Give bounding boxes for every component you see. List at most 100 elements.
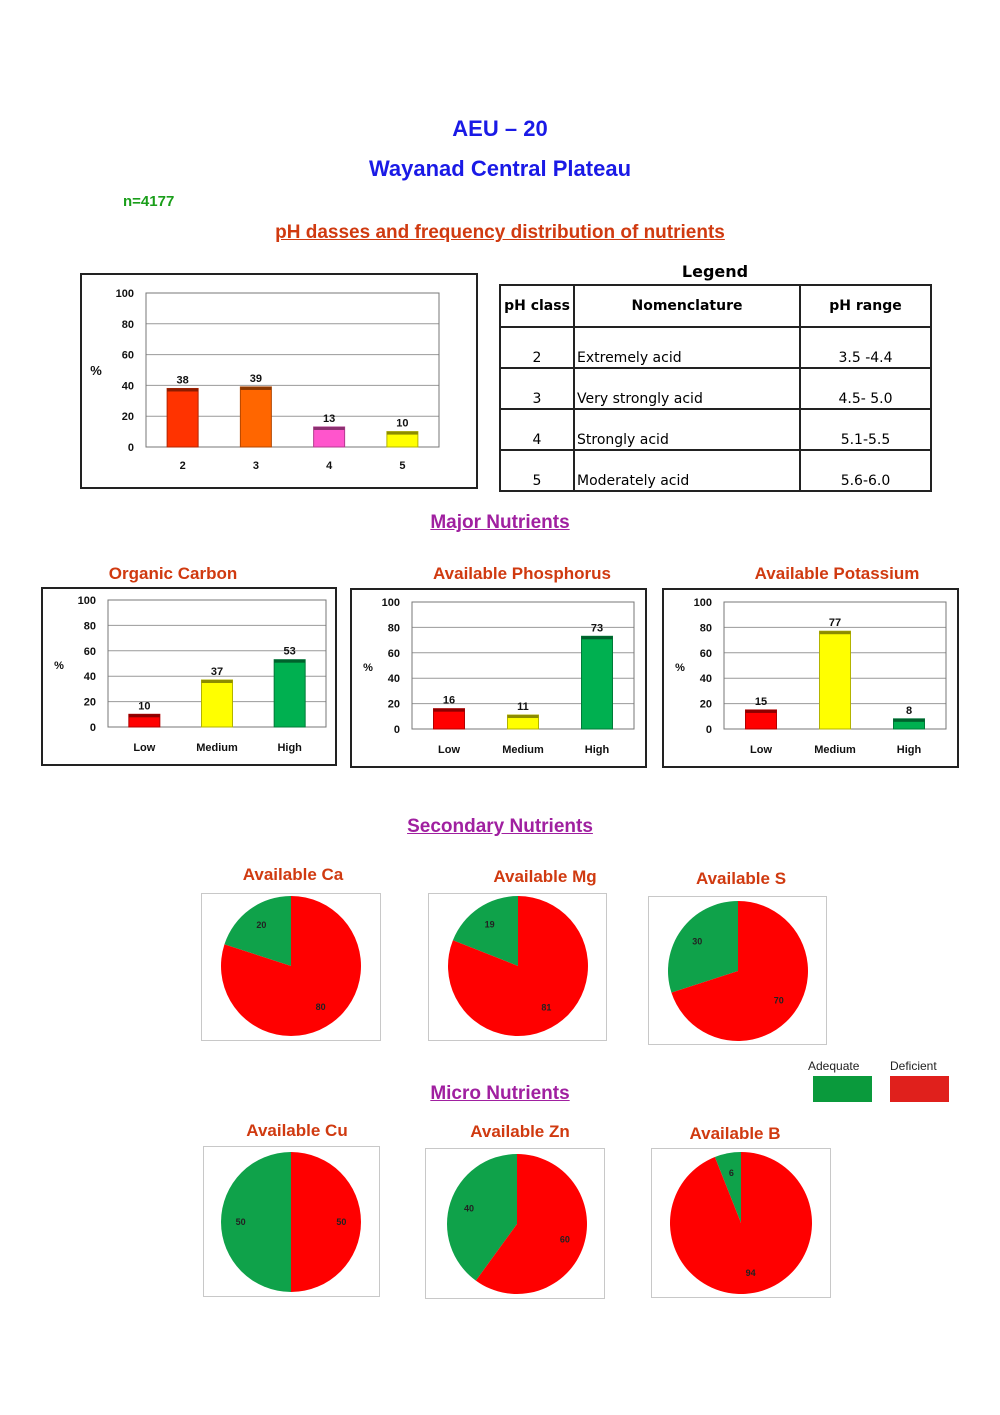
data-label: 53 <box>284 646 296 658</box>
y-tick-label: 20 <box>700 699 712 711</box>
legend-row: 4 Strongly acid 5.1-5.5 <box>499 408 932 451</box>
pie-slice-adequate <box>224 896 291 966</box>
y-tick-label: 60 <box>700 648 712 660</box>
y-tick-label: 80 <box>388 622 400 634</box>
y-tick-label: 80 <box>700 622 712 634</box>
pie-data-label: 50 <box>236 1217 246 1227</box>
x-tick-label: 3 <box>253 460 259 472</box>
bar-top-edge <box>433 708 465 712</box>
pie-slice-deficient <box>448 896 588 1036</box>
legend-cell-name: Very strongly acid <box>573 367 801 410</box>
legend-col-ph-range: pH range <box>799 284 932 328</box>
sample-count: n=4177 <box>123 193 175 210</box>
bar-top-edge <box>386 431 418 435</box>
bar-top-edge <box>201 680 233 684</box>
x-tick-label: Medium <box>502 744 544 756</box>
data-label: 38 <box>177 374 189 386</box>
ph-legend-table: pH class Nomenclature pH range 2 Extreme… <box>499 284 932 492</box>
b-pie-chart: 6 94 <box>670 1152 812 1294</box>
page-title: AEU – 20 <box>452 116 548 141</box>
x-tick-label: Low <box>133 742 155 754</box>
data-label: 77 <box>829 617 841 629</box>
pie-data-label: 6 <box>729 1168 734 1178</box>
legend-cell-name: Moderately acid <box>573 449 801 492</box>
potassium-bar-chart: 0 20 40 60 80 100% 15 Low 77 Medium 8 High <box>675 597 947 756</box>
y-tick-label: 0 <box>394 724 400 736</box>
pie-data-label: 70 <box>774 996 784 1006</box>
x-tick-label: Medium <box>814 744 856 756</box>
potassium-title: Available Potassium <box>754 564 920 583</box>
data-label: 10 <box>138 700 150 712</box>
y-tick-label: 100 <box>116 288 134 300</box>
pie-data-label: 60 <box>560 1235 570 1245</box>
bar-top-edge <box>819 631 851 635</box>
organic-carbon-bar-chart: 0 20 40 60 80 100% 10 Low 37 Medium 53 High <box>54 595 327 754</box>
legend-row: 3 Very strongly acid 4.5- 5.0 <box>499 367 932 410</box>
y-axis-label: % <box>675 662 685 674</box>
ca-title: Available Ca <box>242 865 344 884</box>
legend-cell-class: 5 <box>499 449 575 492</box>
bar-top-edge <box>167 388 199 392</box>
bar-top-edge <box>274 659 306 663</box>
y-tick-label: 40 <box>122 380 134 392</box>
y-tick-label: 40 <box>388 673 400 685</box>
data-label: 39 <box>250 373 262 385</box>
y-tick-label: 100 <box>694 597 712 609</box>
x-tick-label: 2 <box>180 460 186 472</box>
ph-section-heading: pH dasses and frequency distribution of … <box>275 222 725 243</box>
y-tick-label: 60 <box>122 350 134 362</box>
legend-cell-class: 3 <box>499 367 575 410</box>
y-tick-label: 60 <box>84 646 96 658</box>
s-title: Available S <box>695 869 787 888</box>
data-label: 13 <box>323 413 335 425</box>
y-axis-label: % <box>363 662 373 674</box>
y-axis-label: % <box>54 660 64 672</box>
data-label: 11 <box>517 701 529 713</box>
zn-pie-box: 40 60 <box>425 1148 605 1299</box>
pie-data-label: 20 <box>256 920 266 930</box>
pie-data-label: 81 <box>541 1003 551 1013</box>
legend-header-row: pH class Nomenclature pH range <box>499 284 932 328</box>
b-pie-box: 6 94 <box>651 1148 831 1298</box>
page-subtitle: Wayanad Central Plateau <box>368 156 632 181</box>
s-pie-box: 30 70 <box>648 896 827 1045</box>
pie-slice-adequate <box>447 1154 517 1281</box>
zn-title: Available Zn <box>470 1122 570 1141</box>
phosphorus-bar-chart: 0 20 40 60 80 100% 16 Low 11 Medium 73 High <box>363 597 635 756</box>
ca-pie-box: 20 80 <box>201 893 381 1041</box>
bar-top-edge <box>745 709 777 713</box>
legend-cell-name: Extremely acid <box>573 326 801 369</box>
bar-top-edge <box>240 386 272 390</box>
cu-pie-box: 50 50 <box>203 1146 380 1297</box>
legend-title: Legend <box>681 262 749 281</box>
secondary-nutrients-heading: Secondary Nutrients <box>407 816 593 837</box>
y-tick-label: 0 <box>706 724 712 736</box>
y-tick-label: 20 <box>122 411 134 423</box>
pie-data-label: 94 <box>746 1268 756 1278</box>
pie-slice-adequate <box>221 1152 291 1292</box>
pie-slice-adequate <box>668 901 738 993</box>
legend-cell-range: 5.6-6.0 <box>799 449 932 492</box>
x-tick-label: High <box>585 744 610 756</box>
bar <box>313 426 346 448</box>
b-title: Available B <box>689 1124 781 1143</box>
adequate-key-swatch <box>813 1076 872 1102</box>
pie-data-label: 50 <box>336 1217 346 1227</box>
legend-cell-name: Strongly acid <box>573 408 801 451</box>
pie-slice-deficient <box>475 1154 587 1294</box>
x-tick-label: Medium <box>196 742 238 754</box>
y-tick-label: 60 <box>388 648 400 660</box>
bar-top-edge <box>128 714 160 718</box>
bar <box>273 659 306 728</box>
bar <box>581 635 613 730</box>
data-label: 15 <box>755 696 767 708</box>
pie-slice-deficient <box>670 1152 812 1294</box>
bar-top-edge <box>581 636 613 640</box>
y-tick-label: 20 <box>84 697 96 709</box>
pie-slice-deficient <box>671 901 808 1041</box>
bar <box>201 679 233 728</box>
bar <box>239 386 272 448</box>
deficient-key-swatch <box>890 1076 949 1102</box>
x-tick-label: 5 <box>399 460 405 472</box>
